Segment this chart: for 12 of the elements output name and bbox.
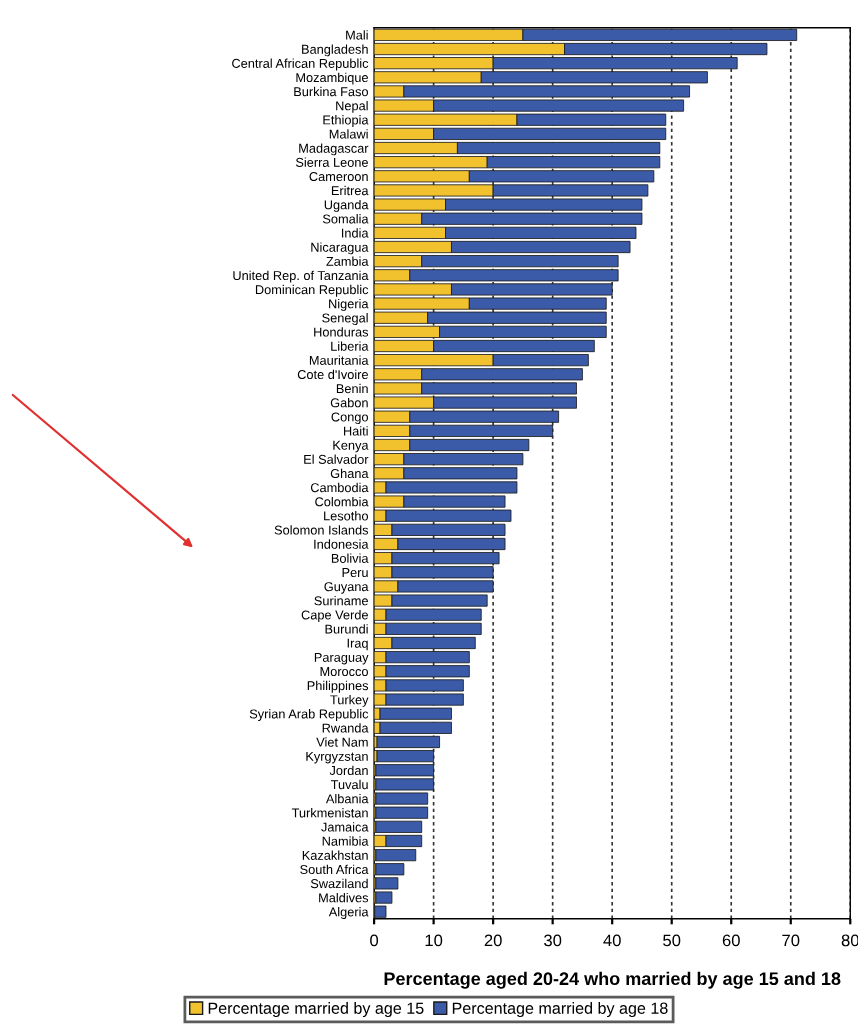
x-tick-label: 60 bbox=[722, 934, 740, 947]
legend-label: Percentage married by age 18 bbox=[452, 1002, 668, 1018]
x-tick-label: 40 bbox=[603, 934, 621, 947]
x-tick-label: 50 bbox=[663, 934, 681, 947]
x-tick-label: 30 bbox=[544, 934, 562, 947]
x-tick-label: 0 bbox=[370, 934, 379, 947]
legend-label: Percentage married by age 15 bbox=[208, 1002, 424, 1018]
x-tick-label: 10 bbox=[425, 934, 443, 947]
x-tick-label: 20 bbox=[484, 934, 502, 947]
x-tick-label: 80 bbox=[841, 934, 858, 947]
x-axis-title: Percentage aged 20-24 who married by age 15 and 18 bbox=[384, 971, 841, 989]
x-tick-label: 70 bbox=[782, 934, 800, 947]
